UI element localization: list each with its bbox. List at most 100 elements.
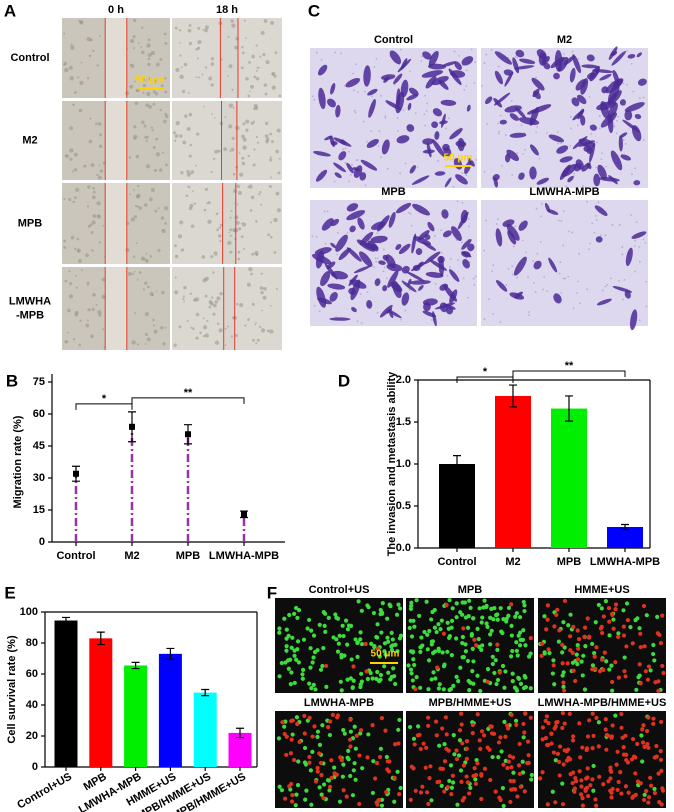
live-cell bbox=[599, 606, 604, 611]
cell bbox=[133, 137, 137, 140]
dead-cell bbox=[435, 779, 440, 785]
live-cell bbox=[478, 688, 483, 694]
live-cell bbox=[306, 617, 312, 623]
cell bbox=[152, 145, 156, 149]
cell bbox=[73, 152, 78, 157]
live-cell bbox=[456, 679, 461, 684]
cell bbox=[67, 331, 70, 334]
cell bbox=[190, 224, 195, 229]
dead-cell bbox=[613, 602, 619, 607]
cell bbox=[252, 163, 256, 167]
pore bbox=[485, 219, 487, 222]
cell bbox=[249, 209, 253, 212]
micrograph bbox=[62, 101, 170, 180]
dead-cell bbox=[307, 715, 312, 720]
image-label: MPB bbox=[381, 186, 406, 198]
cell bbox=[193, 202, 196, 205]
dead-cell bbox=[450, 773, 455, 778]
live-cell bbox=[463, 649, 468, 654]
pore bbox=[408, 288, 411, 291]
stained-cell bbox=[546, 209, 559, 215]
cell bbox=[202, 325, 208, 330]
cell bbox=[73, 91, 77, 94]
pore bbox=[311, 235, 314, 238]
dead-cell bbox=[392, 742, 398, 747]
dead-cell bbox=[454, 756, 460, 762]
cell bbox=[224, 344, 227, 347]
cell bbox=[154, 79, 158, 83]
live-cell bbox=[470, 616, 476, 621]
stained-cell bbox=[507, 230, 517, 245]
stained-cell bbox=[367, 88, 378, 96]
pore bbox=[366, 140, 369, 143]
cell bbox=[186, 173, 191, 177]
live-cell bbox=[293, 803, 298, 808]
pore bbox=[610, 277, 612, 280]
cell bbox=[239, 172, 244, 177]
pore bbox=[598, 127, 601, 130]
cell bbox=[87, 185, 91, 189]
pore bbox=[498, 130, 500, 133]
live-cell bbox=[509, 623, 514, 628]
dead-cell bbox=[485, 679, 490, 684]
micrograph bbox=[275, 711, 403, 808]
dead-cell bbox=[584, 776, 589, 781]
dead-cell bbox=[443, 715, 448, 720]
live-cell bbox=[603, 599, 609, 604]
stained-cell bbox=[509, 113, 520, 121]
cell bbox=[78, 108, 83, 113]
live-cell bbox=[323, 611, 328, 616]
pore bbox=[377, 145, 380, 148]
live-cell bbox=[469, 633, 474, 638]
live-cell bbox=[560, 781, 565, 786]
cell bbox=[74, 196, 77, 199]
live-cell bbox=[348, 773, 353, 779]
cell bbox=[253, 148, 256, 151]
dead-cell bbox=[554, 612, 559, 617]
dead-cell bbox=[438, 766, 443, 771]
cell bbox=[275, 191, 280, 196]
dead-cell bbox=[577, 721, 582, 726]
dead-cell bbox=[621, 745, 626, 750]
live-cell bbox=[338, 679, 343, 684]
cell bbox=[74, 274, 77, 277]
pore bbox=[445, 127, 447, 130]
stained-cell bbox=[518, 117, 540, 125]
cell bbox=[235, 36, 240, 41]
cell bbox=[251, 252, 255, 256]
cell bbox=[195, 48, 198, 51]
dead-cell bbox=[418, 790, 424, 795]
cell bbox=[99, 169, 104, 173]
dead-cell bbox=[357, 801, 362, 807]
live-cell bbox=[553, 758, 558, 763]
dead-cell bbox=[445, 784, 450, 790]
cell bbox=[142, 288, 146, 291]
stained-cell bbox=[422, 149, 435, 154]
pore bbox=[630, 62, 633, 65]
cell bbox=[185, 194, 189, 197]
cell bbox=[196, 57, 199, 60]
cell bbox=[149, 255, 152, 258]
bar bbox=[193, 692, 217, 767]
cell bbox=[256, 66, 260, 70]
live-cell bbox=[470, 669, 475, 674]
cell bbox=[63, 198, 66, 200]
live-cell bbox=[442, 742, 447, 747]
pore bbox=[516, 56, 519, 59]
live-cell bbox=[521, 599, 526, 605]
cell bbox=[260, 290, 264, 295]
live-cell bbox=[345, 677, 350, 682]
live-cell bbox=[514, 640, 519, 645]
live-cell bbox=[592, 651, 597, 656]
y-tick-label: 75 bbox=[33, 376, 45, 388]
y-tick-label: 15 bbox=[33, 504, 45, 516]
cell bbox=[148, 197, 153, 202]
live-cell bbox=[385, 635, 390, 640]
live-cell bbox=[471, 659, 476, 664]
cell bbox=[216, 296, 221, 301]
panel-label: D bbox=[338, 371, 350, 390]
cell bbox=[137, 42, 140, 45]
dead-cell bbox=[473, 781, 479, 786]
dead-cell bbox=[501, 762, 506, 767]
dead-cell bbox=[604, 732, 609, 738]
